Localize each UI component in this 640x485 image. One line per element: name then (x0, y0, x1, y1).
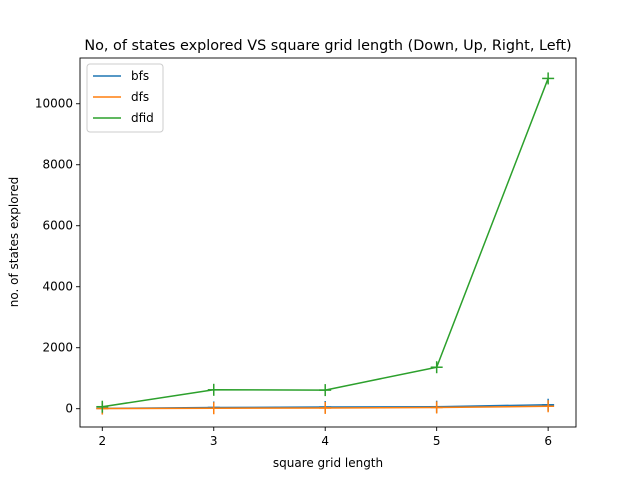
legend: bfs dfs dfid (86, 63, 164, 133)
y-axis-label: no. of states explored (7, 177, 21, 307)
x-axis: 2 3 4 5 6 (98, 427, 552, 448)
x-axis-label: square grid length (273, 456, 383, 470)
x-tick-label-3: 5 (433, 434, 441, 448)
plot-frame (79, 57, 577, 428)
x-tick-label-0: 2 (98, 434, 106, 448)
data-point-dfs-3 (430, 401, 443, 414)
y-tick-label-3: 6000 (42, 219, 73, 233)
y-tick-label-0: 0 (65, 402, 73, 416)
y-tick-label-2: 4000 (42, 280, 73, 294)
x-tick-label-1: 3 (210, 434, 218, 448)
data-point-dfid-0 (96, 400, 109, 413)
legend-label-dfid: dfid (131, 111, 154, 125)
series-layer (96, 72, 555, 415)
y-tick-label-4: 8000 (42, 158, 73, 172)
y-tick-label-1: 2000 (42, 341, 73, 355)
data-point-dfid-4 (542, 72, 555, 85)
chart-title: No, of states explored VS square grid le… (84, 38, 571, 54)
legend-label-bfs: bfs (131, 69, 149, 83)
data-point-dfs-1 (207, 402, 220, 415)
legend-box (86, 63, 164, 133)
x-tick-label-4: 6 (544, 434, 552, 448)
legend-label-dfs: dfs (131, 90, 149, 104)
data-point-dfs-4 (542, 400, 555, 413)
y-tick-label-5: 10000 (35, 97, 73, 111)
data-point-dfid-1 (207, 383, 220, 396)
data-point-dfid-3 (430, 361, 443, 374)
y-axis: 0 2000 4000 6000 8000 10000 (35, 97, 80, 416)
x-tick-label-2: 4 (321, 434, 329, 448)
data-point-dfs-2 (319, 401, 332, 414)
data-point-dfid-2 (319, 384, 332, 397)
